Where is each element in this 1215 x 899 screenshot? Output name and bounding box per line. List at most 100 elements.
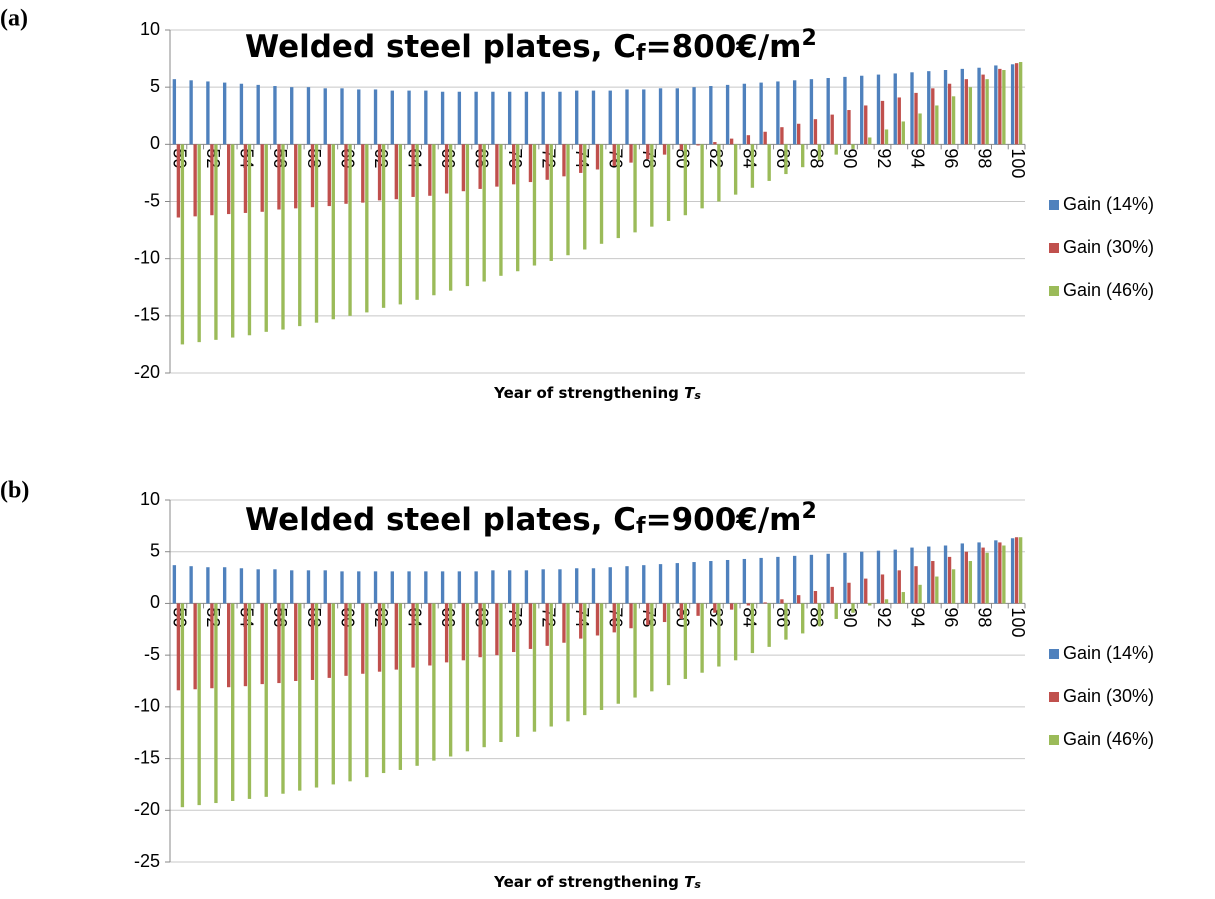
legend-label: Gain (14%) [1063, 643, 1154, 663]
bar [193, 144, 197, 217]
bar [763, 602, 767, 604]
bar [767, 603, 771, 647]
bar [298, 603, 302, 791]
x-axis-label: Year of strengthening Ts [493, 873, 701, 891]
bar [440, 91, 445, 145]
title-part: 2 [802, 499, 817, 524]
bar [474, 91, 478, 145]
title-part: f [636, 41, 646, 66]
bar [759, 82, 763, 145]
bar [864, 578, 868, 604]
bar [1002, 545, 1006, 604]
bar [666, 144, 671, 221]
bar [675, 88, 679, 145]
bar [247, 603, 252, 799]
bar [658, 564, 663, 604]
legend-swatch [1049, 243, 1059, 253]
x-tick-label: 94 [907, 607, 927, 627]
bar [1014, 63, 1019, 145]
title-part: Welded steel plates, C [245, 502, 636, 538]
y-tick-label: 5 [150, 540, 160, 560]
bar [733, 603, 738, 661]
bar [390, 90, 394, 145]
bar [968, 87, 973, 145]
bar [985, 552, 989, 604]
bar [964, 79, 968, 145]
bar [428, 603, 432, 666]
bar [817, 603, 822, 627]
bar [290, 570, 294, 604]
bar [575, 568, 579, 604]
bar [344, 144, 348, 204]
bar [444, 603, 449, 663]
bar [264, 144, 268, 332]
bar [633, 603, 637, 698]
bar [562, 144, 566, 177]
bar [876, 74, 881, 145]
bar [227, 603, 231, 688]
bar [180, 144, 185, 345]
bar [306, 570, 311, 604]
chart: (a)-20-15-10-505105052545658606264666870… [0, 6, 1154, 402]
bar [294, 144, 298, 209]
bar [746, 135, 751, 145]
bar [512, 144, 516, 185]
bar [809, 554, 814, 604]
bar [809, 79, 814, 145]
bar [516, 603, 520, 737]
bar [532, 603, 537, 732]
bar [792, 555, 797, 604]
bar [947, 556, 952, 604]
bar [725, 559, 730, 604]
bar [746, 603, 751, 606]
bar [172, 565, 177, 604]
bar [884, 129, 889, 145]
bar [662, 603, 667, 623]
bar [951, 569, 956, 604]
bar [633, 144, 637, 233]
bar [357, 89, 361, 145]
bar [243, 144, 248, 213]
bar [566, 603, 570, 722]
bar [826, 78, 830, 145]
x-tick-label: 92 [874, 148, 894, 168]
bar [222, 567, 227, 604]
title-part: =900€/m [646, 502, 802, 538]
bar [742, 83, 747, 145]
legend-swatch [1049, 735, 1059, 745]
bar [847, 582, 851, 604]
bar [482, 603, 486, 748]
bar [595, 144, 600, 170]
bar [247, 144, 252, 336]
bar [583, 603, 587, 716]
bar [277, 144, 281, 210]
bar [851, 603, 855, 613]
bar [860, 551, 864, 604]
bar [227, 144, 231, 215]
bar [327, 603, 331, 678]
bar [679, 144, 683, 151]
bar [474, 571, 478, 604]
bar [801, 603, 805, 634]
title-part: 2 [802, 26, 817, 51]
y-tick-label: -25 [134, 851, 160, 871]
bar [398, 603, 403, 770]
bar [260, 603, 264, 685]
bar [381, 144, 386, 308]
bar [750, 144, 755, 188]
bar [696, 144, 700, 146]
bar [608, 567, 612, 604]
bar [189, 80, 193, 145]
x-label-symbol: T [684, 384, 696, 402]
bar [918, 584, 922, 604]
bar [683, 144, 688, 216]
bar [943, 70, 948, 145]
legend-swatch [1049, 649, 1059, 659]
bar [658, 88, 663, 145]
bar [566, 144, 570, 256]
bar [357, 571, 361, 604]
bar [625, 566, 629, 604]
legend-label: Gain (30%) [1063, 237, 1154, 257]
bar [310, 603, 315, 680]
